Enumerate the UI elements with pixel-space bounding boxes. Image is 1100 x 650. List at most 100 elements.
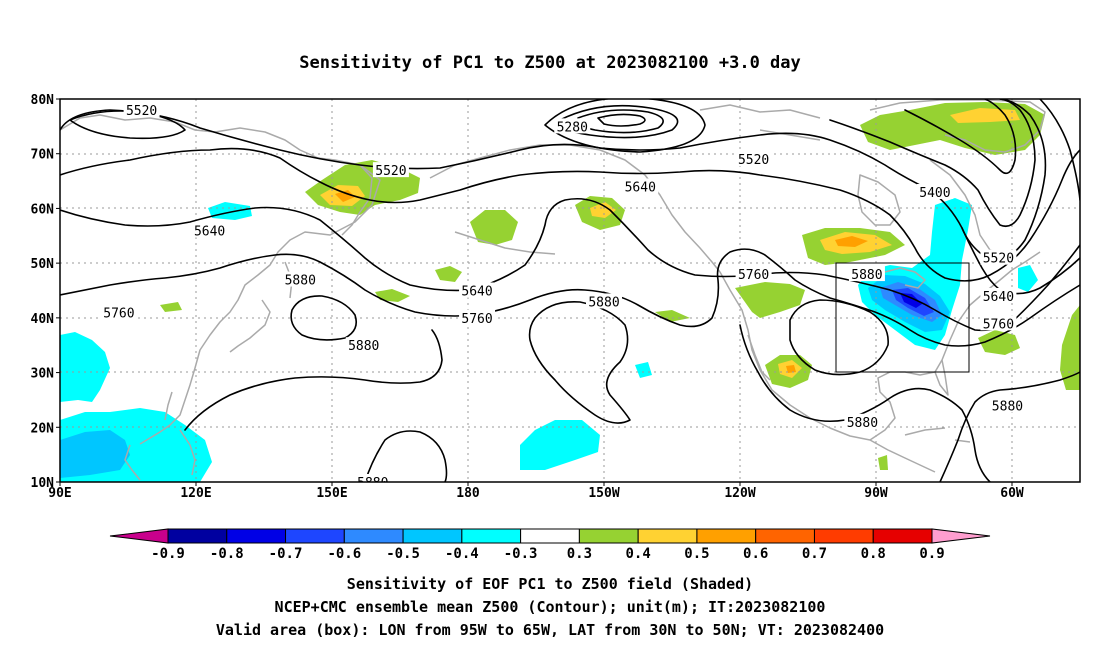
shade-green-caribbean	[878, 455, 888, 470]
latitude-tick-labels: 10N 20N 30N 40N 50N 60N 70N 80N	[31, 93, 60, 491]
lat-tick-label: 40N	[31, 312, 55, 327]
contour-5880-south-east	[739, 324, 991, 482]
contour-5880-bottom-loop	[364, 430, 448, 482]
coast-alaska	[429, 144, 721, 273]
shade-green-rockies	[735, 282, 805, 318]
contour-5640-north	[60, 147, 1080, 282]
contour-label-background	[980, 287, 1017, 303]
contour-5520-west-loop	[69, 110, 186, 140]
contour-label: 5760	[461, 312, 492, 327]
lat-tick-label: 50N	[31, 257, 55, 272]
shade-cyan-central-tropics	[520, 420, 600, 470]
contour-label: 5880	[348, 339, 379, 354]
lat-tick-label: 60N	[31, 202, 55, 217]
shade-green-atlantic	[978, 330, 1020, 355]
contour-label: 5760	[103, 306, 134, 321]
colorbar-high-arrow	[931, 528, 991, 544]
contour-label: 5760	[738, 268, 769, 283]
contour-label-background	[844, 413, 881, 429]
contour-label-background	[123, 101, 160, 117]
contour-label-background	[100, 304, 137, 320]
contour-5880-east-curve	[939, 371, 1080, 482]
coast-taiwan-philippines	[164, 391, 196, 476]
contour-label: 5520	[738, 153, 769, 168]
shade-blue-southwest	[60, 430, 130, 478]
contour-label-background	[622, 178, 659, 194]
contour-label: 5520	[375, 164, 406, 179]
contour-label: 5640	[194, 224, 225, 239]
colorbar-label: 0.4	[626, 546, 651, 562]
coast-great-lakes	[884, 267, 926, 289]
colorbar: -0.9 -0.8 -0.7 -0.6 -0.5 -0.4 -0.3 0.3 0.4 0.5 0.6…	[109, 528, 991, 562]
contour-5520-north	[60, 99, 1047, 261]
map-frame	[59, 98, 1081, 483]
colorbar-swatch	[402, 528, 463, 544]
shade-orange-mexico	[786, 365, 796, 373]
coast-east-asia	[60, 114, 381, 445]
colorbar-label: -0.3	[504, 546, 538, 562]
contour-label: 5520	[126, 104, 157, 119]
contour-5760-north	[60, 197, 1080, 332]
map-panel: 5520 5280 5520 5520 5640 5400 5640 5520 5880 5760…	[60, 99, 1080, 482]
colorbar-label: 0.3	[567, 546, 592, 562]
contour-5280-inner-2	[597, 113, 646, 127]
shade-green-east-edge	[1060, 305, 1080, 390]
contour-label-background	[989, 397, 1026, 413]
lat-tick-label: 80N	[31, 93, 55, 108]
colorbar-swatch	[285, 528, 345, 544]
coast-central-america	[869, 439, 936, 473]
colorbar-swatch	[755, 528, 815, 544]
colorbar-label: -0.6	[327, 546, 361, 562]
shade-green-small-d	[655, 310, 690, 322]
shade-orange-kamchatka	[335, 190, 355, 202]
shade-cyan-small-1	[208, 202, 252, 220]
contour-5280-east	[904, 99, 1017, 175]
contour-5880-south-west	[184, 329, 443, 431]
contour-label-background	[459, 309, 496, 325]
contour-label: 5880	[847, 416, 878, 431]
contour-5880-north	[60, 248, 1080, 347]
contour-label-background	[191, 222, 228, 238]
colorbar-swatch	[872, 528, 933, 544]
contour-label-background	[459, 282, 496, 298]
contour-label: 5640	[983, 290, 1014, 305]
coast-indochina	[124, 444, 141, 481]
lon-tick-label: 150E	[316, 486, 347, 501]
lat-tick-label: 30N	[31, 367, 55, 382]
colorbar-swatch	[696, 528, 757, 544]
coast-florida	[934, 359, 949, 396]
shade-navy-eastern-us	[900, 293, 922, 308]
contour-label-background	[354, 474, 391, 482]
coast-baja	[747, 334, 771, 381]
contour-5880-loop-a	[290, 295, 358, 341]
coast-north-america-west	[719, 271, 871, 441]
lon-tick-label: 60W	[1000, 486, 1024, 501]
contour-east-outer	[1039, 99, 1080, 201]
valid-area-box	[835, 262, 970, 373]
contour-label: 5880	[992, 399, 1023, 414]
colorbar-swatch	[167, 528, 228, 544]
colorbar-label: -0.4	[445, 546, 479, 562]
shade-cyan-small-3	[1018, 265, 1038, 292]
contour-label-background	[916, 184, 953, 200]
coast-hudson-bay	[857, 174, 901, 226]
contour-5880-loop-b	[528, 301, 631, 424]
contour-5880-loop-c	[789, 299, 889, 376]
contour-label: 5880	[851, 268, 882, 283]
colorbar-label: 0.9	[919, 546, 944, 562]
shade-cyan-west	[60, 332, 110, 402]
colorbar-swatch	[637, 528, 698, 544]
coast-greenland	[869, 99, 1046, 153]
footer-line-3: Valid area (box): LON from 95W to 65W, L…	[216, 621, 884, 639]
lon-tick-label: 90E	[48, 486, 71, 501]
contour-5400-east	[829, 99, 1036, 228]
lon-tick-label: 90W	[864, 486, 888, 501]
colorbar-swatch	[226, 528, 287, 544]
colorbar-label: -0.7	[269, 546, 303, 562]
contour-label-background	[554, 118, 591, 134]
coast-arctic-islands	[699, 104, 821, 141]
colorbar-label: 0.8	[861, 546, 886, 562]
coast-aleutians	[454, 231, 556, 255]
colorbar-swatch	[813, 528, 874, 544]
